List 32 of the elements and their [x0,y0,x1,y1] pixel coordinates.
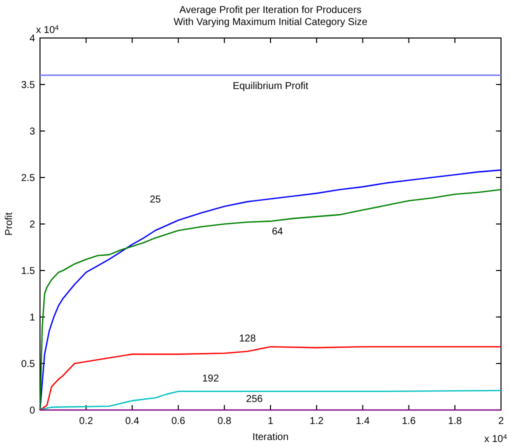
x-tick-label: 1.4 [356,416,370,427]
x-tick-label: 1.8 [448,416,462,427]
x-tick-label: 1 [268,416,274,427]
series-label: 128 [239,333,256,344]
y-axis-title: Profit [4,212,15,236]
series-label: 192 [202,373,220,384]
y-tick-label: 0 [29,406,36,416]
y-tick-label: 3.5 [21,80,36,91]
y-tick-label: 0.5 [21,359,36,370]
y-tick-label: 2.5 [21,173,36,184]
x-axis-title: Iteration [252,432,289,443]
x-tick-label: 0.4 [125,416,140,427]
x-tick-label: 0.8 [217,416,232,427]
y-tick-label: 2 [29,220,36,230]
line-series [39,390,502,411]
series-label: 256 [246,394,264,405]
series-label: 64 [272,226,284,238]
x-tick-label: 1.6 [402,416,416,427]
ref-line-label: Equilibrium Profit [232,81,309,92]
y-tick-label: 1 [29,312,36,324]
x-tick-label: 0.2 [79,416,94,427]
line-series [39,346,502,411]
x-tick-label: 2 [498,416,504,427]
chart-title: Average Profit per Iteration for Producers With Varying Maximum Initial Category Size [174,5,368,28]
text: x 10$^{4}$ [36,24,59,36]
text: x 10$^{4}$ [484,434,508,445]
text: 25 [150,194,162,206]
x-tick-label: 1.2 [310,416,324,427]
y-tick-label: 4 [29,34,36,44]
x-tick-label: 0.6 [171,416,186,427]
y-tick-label: 1.5 [21,266,36,277]
y-tick-label: 3 [29,126,36,138]
